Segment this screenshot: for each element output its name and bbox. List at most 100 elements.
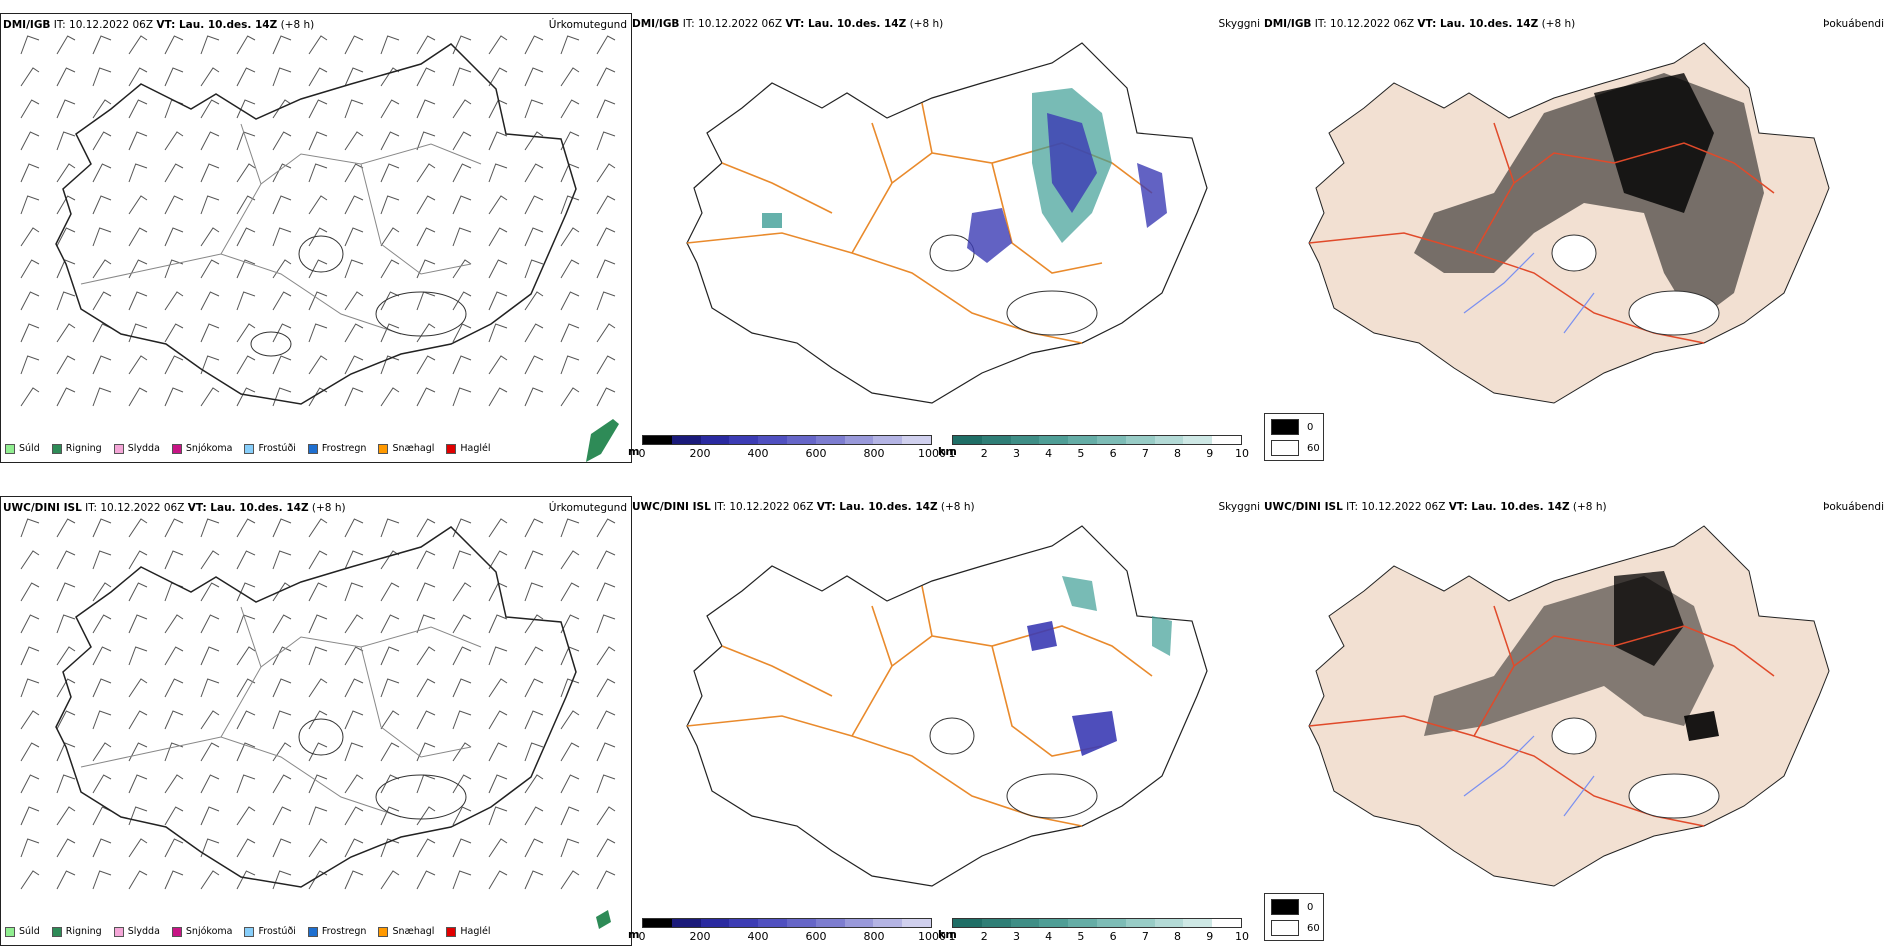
low-visibility-area <box>1062 576 1097 611</box>
wind-barb <box>524 678 544 698</box>
wind-barb <box>596 323 616 343</box>
colorbar-cell <box>873 919 903 927</box>
wind-barb <box>92 838 112 858</box>
colorbar-cell <box>729 436 759 444</box>
legend-swatch <box>446 926 457 937</box>
legend-label: Frostúði <box>258 926 296 937</box>
legend-swatch <box>5 926 15 937</box>
wind-barb <box>416 35 436 55</box>
fog-value-low: 60 <box>1307 442 1320 454</box>
wind-barb <box>128 259 148 279</box>
wind-barb <box>308 227 328 247</box>
wind-barb <box>380 678 400 698</box>
wind-barb <box>20 163 40 183</box>
model-name: DMI/IGB <box>3 19 51 31</box>
wind-barb <box>272 518 292 538</box>
wind-barb <box>596 774 616 794</box>
wind-barb <box>56 323 76 343</box>
wind-barb <box>560 838 580 858</box>
colorbar-cell <box>1212 436 1241 444</box>
wind-barb <box>200 806 220 826</box>
glacier-outline <box>375 774 467 820</box>
wind-barb <box>416 291 436 311</box>
colorbar-cell <box>873 436 903 444</box>
colorbar-cell <box>786 919 816 927</box>
glacier-area <box>1628 773 1720 819</box>
wind-barb <box>524 99 544 119</box>
wind-barb <box>524 163 544 183</box>
wind-barb <box>272 35 292 55</box>
wind-barb <box>380 582 400 602</box>
colorbar-tick: 6 <box>1109 930 1117 943</box>
wind-barb <box>416 227 436 247</box>
wind-barb <box>596 806 616 826</box>
legend-swatch <box>171 443 182 454</box>
wind-barb <box>56 710 76 730</box>
wind-barb <box>236 774 256 794</box>
wind-barb <box>416 323 436 343</box>
colorbar-cell <box>671 919 701 927</box>
vt-label: VT: Lau. 10.des. 14Z <box>1417 18 1539 30</box>
fog-area <box>1594 73 1714 213</box>
wind-barb <box>560 35 580 55</box>
colorbar-unit: km <box>938 445 957 458</box>
wind-barb <box>596 35 616 55</box>
wind-barb <box>128 227 148 247</box>
wind-barb <box>56 355 76 375</box>
wind-barb <box>128 646 148 666</box>
wind-barb <box>308 774 328 794</box>
wind-barb <box>20 838 40 858</box>
wind-barb <box>92 131 112 151</box>
wind-barb <box>164 35 184 55</box>
colorbar-cell <box>844 436 874 444</box>
wind-barb <box>344 614 364 634</box>
colorbar-tick: 400 <box>747 930 769 943</box>
wind-barb <box>164 646 184 666</box>
colorbar-cell <box>1039 436 1069 444</box>
wind-barb <box>308 614 328 634</box>
it-label: IT: <box>1314 18 1327 30</box>
legend-item: Haglél <box>446 443 491 454</box>
wind-barb <box>164 550 184 570</box>
it-value: 10.12.2022 06Z <box>729 501 814 513</box>
wind-barb <box>524 387 544 407</box>
wind-barb <box>200 355 220 375</box>
low-visibility-area <box>1027 621 1057 651</box>
wind-barb <box>380 838 400 858</box>
wind-barb <box>344 35 364 55</box>
precip-legend: Súld Rigning Slydda Snjókoma Frostúði Frostre… <box>5 926 491 937</box>
wind-barb <box>20 774 40 794</box>
wind-barb <box>92 614 112 634</box>
wind-barb <box>380 355 400 375</box>
colorbar-tick: 0 <box>638 930 646 943</box>
wind-barb <box>236 387 256 407</box>
wind-barb <box>56 518 76 538</box>
wind-barb <box>524 227 544 247</box>
vt-label: VT: Lau. 10.des. 14Z <box>816 501 938 513</box>
wind-barb <box>344 518 364 538</box>
colorbar-tick: 5 <box>1077 447 1085 460</box>
wind-barb <box>380 806 400 826</box>
wind-barb <box>344 806 364 826</box>
wind-barb <box>380 870 400 890</box>
fog-value-low: 60 <box>1307 922 1320 934</box>
wind-barb <box>488 387 508 407</box>
wind-barb <box>128 582 148 602</box>
wind-barb <box>488 870 508 890</box>
colorbar-tick: 2 <box>980 930 988 943</box>
wind-barb <box>56 678 76 698</box>
wind-barb <box>272 838 292 858</box>
wind-barb <box>128 710 148 730</box>
legend-swatch <box>5 443 15 454</box>
model-name: DMI/IGB <box>1264 18 1312 30</box>
wind-barb <box>560 710 580 730</box>
wind-barb <box>20 99 40 119</box>
colorbar-tick: 8 <box>1174 930 1182 943</box>
wind-barb <box>596 582 616 602</box>
wind-barb <box>596 710 616 730</box>
wind-barb <box>308 163 328 183</box>
wind-barb <box>236 67 256 87</box>
wind-barb <box>344 742 364 762</box>
wind-barb <box>452 518 472 538</box>
wind-barb <box>20 582 40 602</box>
